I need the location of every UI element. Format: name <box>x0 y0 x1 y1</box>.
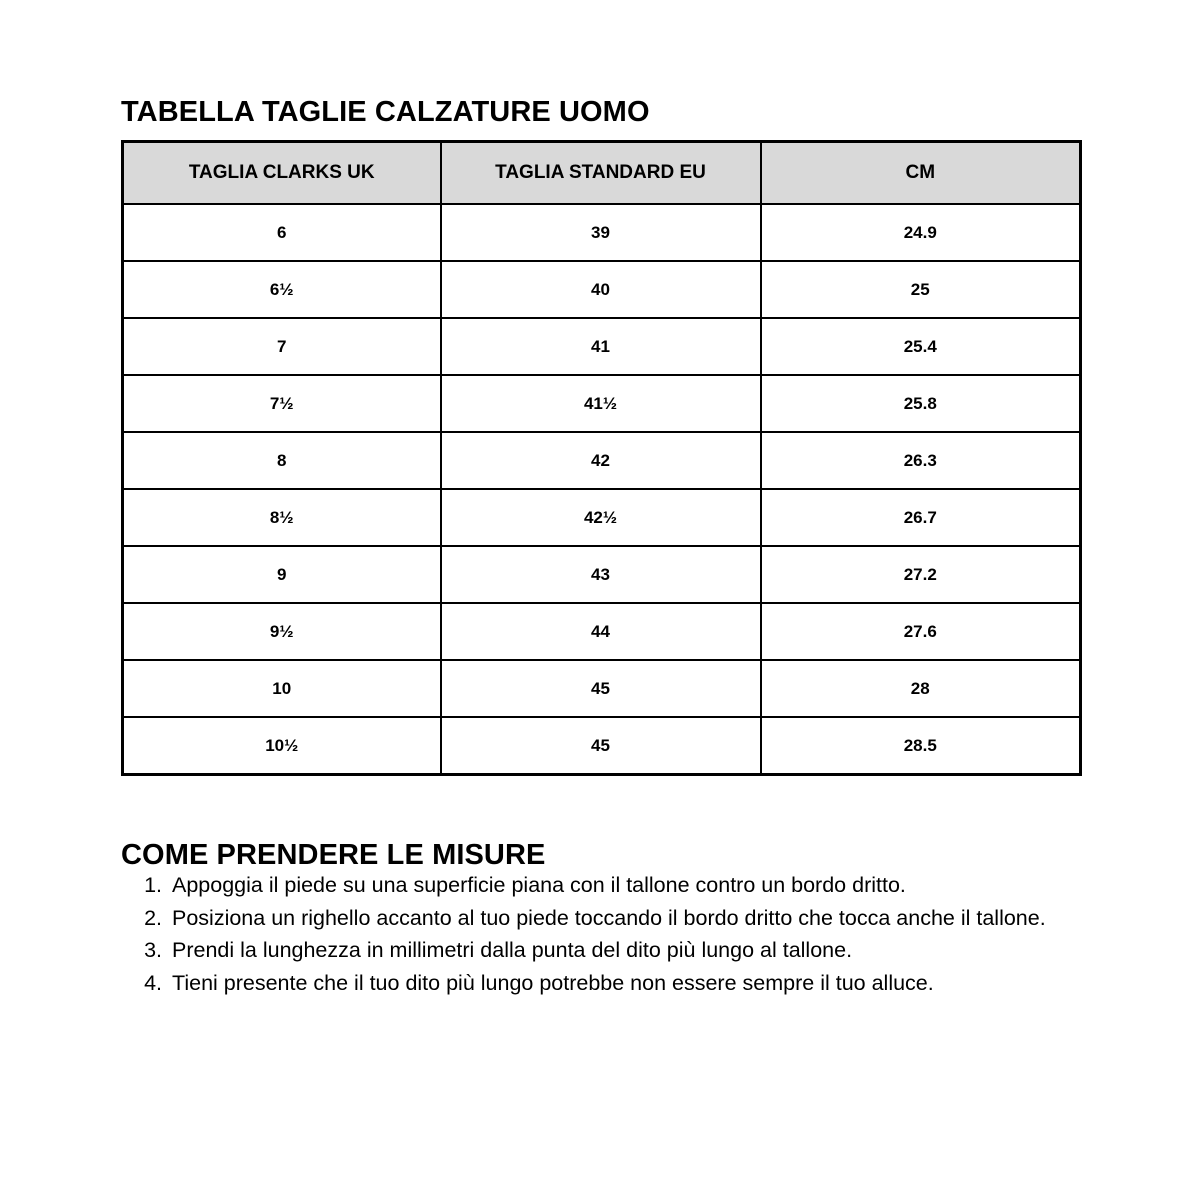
cell-eu: 44 <box>440 603 762 661</box>
cell-cm: 27.2 <box>760 546 1081 604</box>
cell-cm: 26.3 <box>760 432 1081 490</box>
cell-uk: 9 <box>122 546 442 604</box>
cell-eu: 41 <box>440 318 762 376</box>
list-item: Tieni presente che il tuo dito più lungo… <box>168 967 1148 1000</box>
table-row: 10 45 28 <box>122 660 1081 718</box>
cell-cm: 25.4 <box>760 318 1081 376</box>
cell-uk: 7½ <box>122 375 442 433</box>
table-body: 6 39 24.9 6½ 40 25 7 41 25.4 7½ 41½ 25.8… <box>122 204 1081 775</box>
section-title-measurements: COME PRENDERE LE MISURE <box>121 839 546 872</box>
list-item: Prendi la lunghezza in millimetri dalla … <box>168 934 1148 967</box>
table-header: TAGLIA CLARKS UK TAGLIA STANDARD EU CM <box>122 141 1081 205</box>
table-row: 8½ 42½ 26.7 <box>122 489 1081 547</box>
cell-cm: 24.9 <box>760 204 1081 262</box>
cell-eu: 41½ <box>440 375 762 433</box>
table-row: 9 43 27.2 <box>122 546 1081 604</box>
cell-uk: 10½ <box>122 717 442 775</box>
cell-eu: 45 <box>440 660 762 718</box>
page-title: TABELLA TAGLIE CALZATURE UOMO <box>121 96 650 129</box>
cell-eu: 45 <box>440 717 762 775</box>
list-item: Appoggia il piede su una superficie pian… <box>168 869 1148 902</box>
table-row: 7 41 25.4 <box>122 318 1081 376</box>
cell-uk: 7 <box>122 318 442 376</box>
cell-eu: 40 <box>440 261 762 319</box>
cell-uk: 6 <box>122 204 442 262</box>
cell-eu: 39 <box>440 204 762 262</box>
cell-uk: 8 <box>122 432 442 490</box>
column-header-uk: TAGLIA CLARKS UK <box>122 141 442 205</box>
table-header-row: TAGLIA CLARKS UK TAGLIA STANDARD EU CM <box>122 141 1081 205</box>
cell-cm: 28 <box>760 660 1081 718</box>
list-item: Posiziona un righello accanto al tuo pie… <box>168 902 1148 935</box>
table-row: 6 39 24.9 <box>122 204 1081 262</box>
cell-cm: 26.7 <box>760 489 1081 547</box>
measurement-steps-list: Appoggia il piede su una superficie pian… <box>138 869 1148 1000</box>
cell-uk: 9½ <box>122 603 442 661</box>
cell-uk: 6½ <box>122 261 442 319</box>
table-row: 7½ 41½ 25.8 <box>122 375 1081 433</box>
table-row: 9½ 44 27.6 <box>122 603 1081 661</box>
cell-uk: 10 <box>122 660 442 718</box>
cell-cm: 27.6 <box>760 603 1081 661</box>
cell-eu: 42½ <box>440 489 762 547</box>
table-row: 8 42 26.3 <box>122 432 1081 490</box>
cell-uk: 8½ <box>122 489 442 547</box>
cell-eu: 42 <box>440 432 762 490</box>
cell-cm: 28.5 <box>760 717 1081 775</box>
column-header-cm: CM <box>760 141 1081 205</box>
table-row: 10½ 45 28.5 <box>122 717 1081 775</box>
size-conversion-table: TAGLIA CLARKS UK TAGLIA STANDARD EU CM 6… <box>121 140 1082 776</box>
cell-eu: 43 <box>440 546 762 604</box>
cell-cm: 25.8 <box>760 375 1081 433</box>
table-row: 6½ 40 25 <box>122 261 1081 319</box>
cell-cm: 25 <box>760 261 1081 319</box>
column-header-eu: TAGLIA STANDARD EU <box>440 141 762 205</box>
